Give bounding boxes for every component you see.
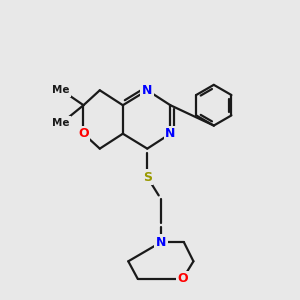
- Text: Me: Me: [52, 85, 69, 95]
- Text: Me: Me: [52, 118, 69, 128]
- Text: N: N: [156, 236, 166, 249]
- Text: N: N: [165, 127, 176, 140]
- Text: S: S: [143, 171, 152, 184]
- Text: O: O: [177, 272, 188, 285]
- Text: O: O: [78, 127, 89, 140]
- Text: N: N: [142, 84, 152, 97]
